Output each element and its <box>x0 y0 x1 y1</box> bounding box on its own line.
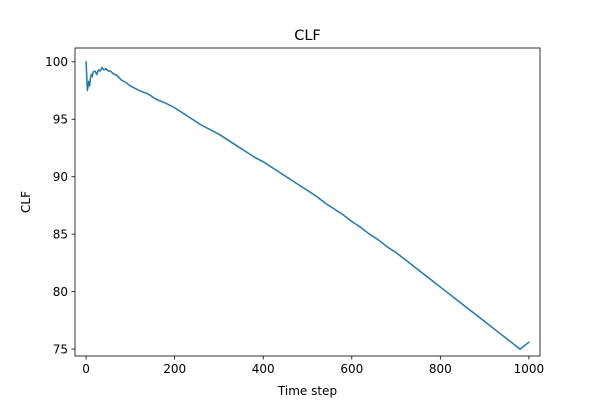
x-tick-label: 400 <box>252 362 275 376</box>
plot-frame <box>74 47 541 357</box>
chart-title: CLF <box>294 28 321 44</box>
y-tick-label: 80 <box>53 285 68 299</box>
y-tick-label: 75 <box>53 342 68 356</box>
y-tick-label: 100 <box>45 55 68 69</box>
x-tick-label: 0 <box>82 362 90 376</box>
x-tick-label: 600 <box>340 362 363 376</box>
x-axis: 0 200 400 600 800 1000 <box>82 356 544 376</box>
series-layer <box>85 61 530 350</box>
y-tick-label: 95 <box>53 113 68 127</box>
x-tick-label: 200 <box>163 362 186 376</box>
x-axis-label: Time step <box>277 384 337 398</box>
y-tick-label: 90 <box>53 170 68 184</box>
y-tick-label: 85 <box>53 227 68 241</box>
x-tick-label: 1000 <box>514 362 545 376</box>
x-tick-label: 800 <box>429 362 452 376</box>
series-line-0 <box>85 61 530 350</box>
y-axis-label: CLF <box>19 191 33 213</box>
y-axis: 75 80 85 90 95 100 <box>45 55 75 356</box>
